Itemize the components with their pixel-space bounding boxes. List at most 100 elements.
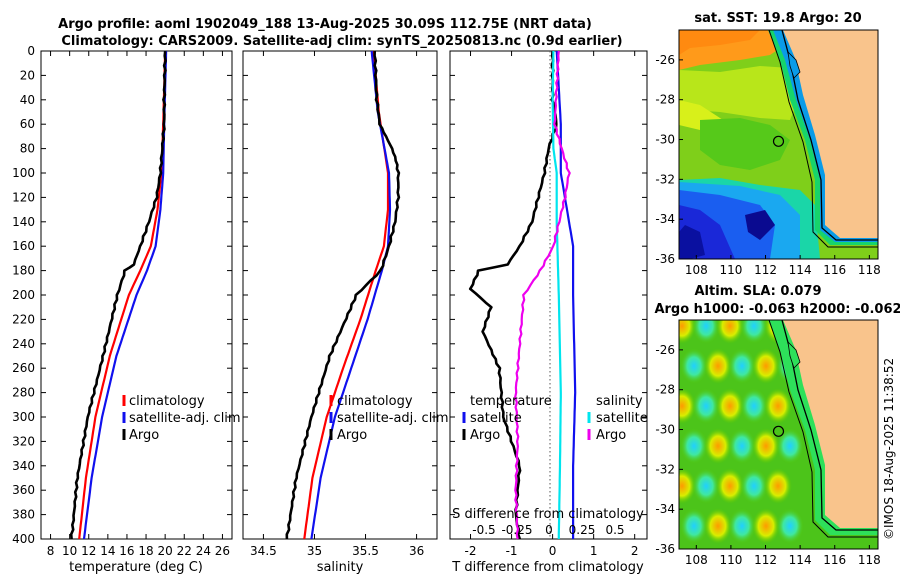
map-y-tick-label: -28 [655, 383, 675, 397]
sla-land [783, 320, 878, 528]
sla-eddy-cell [679, 388, 696, 424]
legend-climatology-label: climatology [337, 394, 413, 409]
y-tick-label: 380 [12, 508, 35, 522]
temperature-diff-legend: temperature satellite Argo [462, 394, 552, 443]
sla-map-image [679, 320, 878, 549]
map-x-tick-label: 108 [685, 263, 708, 277]
y-tick-label: 80 [20, 142, 35, 156]
x-tick-label: 34.5 [250, 544, 277, 558]
map-y-tick-label: -26 [655, 53, 675, 67]
salinity-legend: climatology satellite-adj. clim Argo [329, 394, 449, 443]
legend-salinity-title: salinity [596, 394, 643, 409]
sla-argo-position-marker [772, 425, 785, 437]
sla-eddy-cell [740, 468, 768, 504]
map-x-tick-label: 108 [685, 553, 708, 567]
sst-map-image [679, 30, 878, 259]
sla-eddy-cell [704, 428, 732, 464]
x-tick-label: 18 [138, 544, 153, 558]
y-tick-label: 60 [20, 117, 35, 131]
figure-title-line2: Climatology: CARS2009. Satellite-adj cli… [61, 34, 622, 49]
sst-argo-position-marker [772, 135, 785, 147]
difference-panel: -2 -1 0 1 2 T difference from climatology S … [449, 50, 648, 575]
map-y-tick-label: -34 [655, 212, 675, 226]
s-tick-label: 0 [545, 523, 553, 537]
sla-eddy-cell [716, 388, 744, 424]
salinity-diff-legend: salinity satellite Argo [587, 394, 648, 443]
x-tick-label: 12 [81, 544, 96, 558]
y-tick-label: 120 [12, 190, 35, 204]
sla-eddy-cell [752, 508, 780, 544]
legend-t-satellite-label: satellite [470, 411, 522, 426]
map-y-tick-label: -32 [655, 462, 675, 476]
sla-eddy-cell [679, 468, 696, 504]
y-tick-label: 220 [12, 312, 35, 326]
sla-eddy-cell [680, 508, 708, 544]
figure-title-line1: Argo profile: aoml 1902049_188 13-Aug-20… [58, 17, 592, 32]
y-tick-label: 340 [12, 459, 35, 473]
x-tick-label: 22 [177, 544, 192, 558]
y-tick-label: 140 [12, 215, 35, 229]
legend-t-argo-label: Argo [470, 428, 500, 443]
temperature-legend: climatology satellite-adj. clim Argo [122, 394, 241, 443]
sla-map-frame [678, 319, 879, 550]
x-tick-label: 20 [158, 544, 173, 558]
x-tick-label: 8 [47, 544, 55, 558]
series-satellite-adj-clim [310, 50, 392, 540]
map-x-tick-label: 110 [719, 553, 742, 567]
legend-s-argo-label: Argo [596, 428, 626, 443]
x-tick-label: 2 [631, 544, 639, 558]
y-tick-label: 40 [20, 93, 35, 107]
legend-satellite-label: satellite-adj. clim [337, 411, 449, 426]
sla-eddy-cell [692, 468, 720, 504]
map-x-tick-label: 116 [823, 553, 846, 567]
legend-climatology-label: climatology [129, 394, 205, 409]
y-tick-label: 160 [12, 239, 35, 253]
map-x-tick-label: 112 [754, 553, 777, 567]
series-argo [69, 50, 167, 540]
x-tick-label: 26 [215, 544, 230, 558]
sla-eddy-cell [704, 508, 732, 544]
map-y-tick-label: -30 [655, 423, 675, 437]
y-tick-label: 20 [20, 68, 35, 82]
sst-green-region [700, 118, 790, 170]
sst-map-title: sat. SST: 19.8 Argo: 20 [694, 11, 861, 26]
sla-eddy-cell [728, 508, 756, 544]
legend-argo-label: Argo [337, 428, 367, 443]
salinity-xlabel: salinity [317, 560, 364, 575]
sla-eddy-cell [740, 320, 768, 344]
sla-map-title-line1: Altim. SLA: 0.079 [695, 284, 822, 299]
map-y-tick-label: -26 [655, 343, 675, 357]
x-tick-label: 0 [549, 544, 557, 558]
x-tick-label: -2 [465, 544, 477, 558]
series-argo [285, 50, 401, 540]
x-tick-label: 35 [307, 544, 322, 558]
y-tick-label: 180 [12, 264, 35, 278]
x-tick-label: 16 [119, 544, 134, 558]
series-salinity-argo [513, 50, 571, 540]
legend-argo-label: Argo [129, 428, 159, 443]
sst-map-panel: sat. SST: 19.8 Argo: 20 108 110 112 114 116 1… [655, 11, 880, 277]
sst-isobath [768, 30, 878, 248]
x-tick-label: 36 [409, 544, 424, 558]
y-tick-label: 360 [12, 483, 35, 497]
x-tick-label: 10 [62, 544, 77, 558]
map-x-tick-label: 114 [789, 553, 812, 567]
salinity-axes-frame [242, 50, 438, 540]
temperature-xlabel: temperature (deg C) [69, 560, 203, 575]
sla-eddy-cell [776, 428, 804, 464]
sla-eddy-cell [776, 508, 804, 544]
series-salinity-satellite [551, 50, 562, 539]
legend-satellite-label: satellite-adj. clim [129, 411, 241, 426]
s-tick-label: 0.5 [605, 523, 624, 537]
x-tick-label: 35.5 [352, 544, 379, 558]
sla-eddy-cell [728, 348, 756, 384]
y-tick-label: 260 [12, 361, 35, 375]
sla-eddy-cell [764, 388, 792, 424]
salinity-panel: 34.5 35 35.5 36 salinity climatology satell… [242, 50, 449, 575]
y-tick-label: 240 [12, 337, 35, 351]
map-y-tick-label: -34 [655, 502, 675, 516]
sla-eddy-cell [680, 428, 708, 464]
imos-timestamp: ©IMOS 18-Aug-2025 11:38:52 [882, 358, 896, 540]
sst-land [783, 30, 878, 238]
